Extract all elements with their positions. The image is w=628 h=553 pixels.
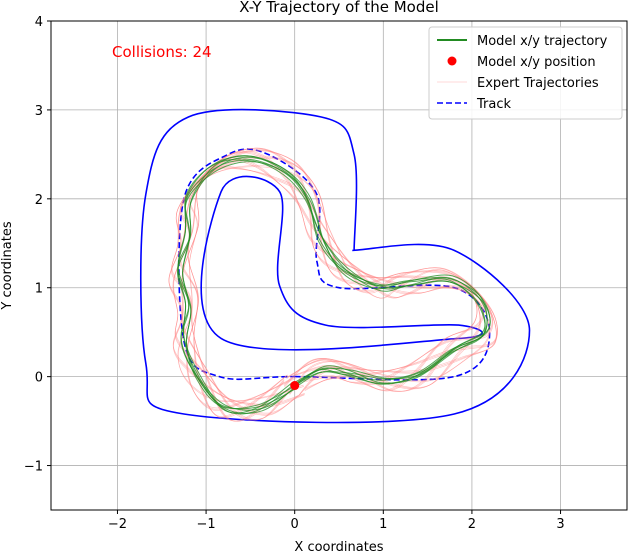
legend-swatch-model-position (447, 56, 457, 66)
model-trajectory-line (180, 158, 486, 411)
model-position-marker (290, 381, 300, 391)
axis-ticks: −2 −1 0 1 2 3 −1 0 1 2 3 4 (24, 15, 565, 532)
legend-label: Expert Trajectories (477, 76, 599, 91)
track-lines (139, 108, 531, 424)
expert-trajectories (168, 147, 498, 422)
expert-trajectory-line (172, 157, 478, 416)
legend-box (428, 26, 623, 120)
y-tick-label: 1 (35, 282, 43, 297)
y-tick-label: −1 (24, 460, 43, 475)
legend-label: Model x/y trajectory (477, 34, 608, 49)
plot-frame (50, 20, 628, 511)
y-axis-label: Y coordinates (0, 221, 15, 310)
expert-trajectory-line (171, 147, 494, 422)
expert-trajectory-line (177, 166, 490, 402)
legend-label: Track (476, 97, 511, 112)
x-tick-label: 1 (379, 517, 387, 532)
x-tick-label: 0 (291, 517, 299, 532)
x-tick-label: 2 (468, 517, 476, 532)
model-position-dot (290, 381, 300, 391)
track-outer-boundary (139, 108, 531, 424)
y-tick-label: 3 (35, 104, 43, 119)
model-trajectory-line (177, 155, 488, 415)
chart-title: X-Y Trajectory of the Model (239, 0, 439, 16)
expert-trajectory-line (175, 150, 498, 417)
x-axis-label: X coordinates (294, 540, 383, 553)
legend-label: Model x/y position (477, 55, 596, 70)
track-inner-boundary (200, 175, 483, 351)
expert-trajectory-line (171, 147, 493, 422)
x-tick-label: −1 (196, 517, 215, 532)
model-trajectory (177, 155, 491, 415)
x-tick-label: 3 (556, 517, 564, 532)
model-trajectory-line (180, 155, 486, 414)
collision-count-annotation: Collisions: 24 (112, 43, 212, 61)
y-tick-label: 0 (35, 371, 43, 386)
expert-trajectory-line (168, 150, 485, 421)
expert-trajectory-line (171, 148, 493, 422)
y-tick-label: 2 (35, 193, 43, 208)
x-tick-label: −2 (108, 517, 127, 532)
expert-trajectory-line (172, 166, 481, 407)
legend: Model x/y trajectory Model x/y position Ex… (428, 26, 623, 120)
y-tick-label: 4 (35, 15, 43, 30)
